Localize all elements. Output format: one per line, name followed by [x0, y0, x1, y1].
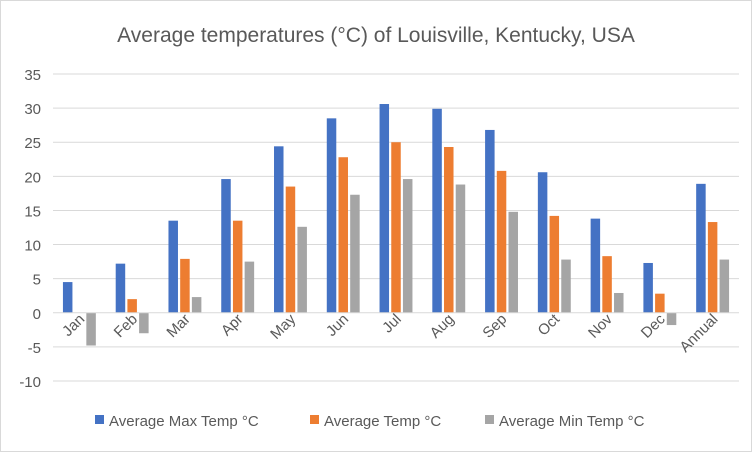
bar-annual-series-1 [696, 183, 706, 313]
y-tick-label: 35 [24, 67, 41, 84]
bar-sep-series-2 [496, 170, 507, 313]
x-tick-label: Mar [163, 311, 193, 341]
bar-nov-series-3 [614, 292, 624, 313]
legend: Average Max Temp °C Average Temp °C Averag… [95, 413, 645, 430]
bar-aug-series-1 [432, 108, 442, 313]
y-tick-label: 5 [33, 272, 41, 289]
x-tick-label: Jan [59, 311, 88, 340]
bar-nov-series-1 [590, 218, 601, 313]
bar-jun-series-2 [338, 157, 348, 313]
x-tick-label: Feb [111, 311, 141, 341]
bar-sep-series-3 [508, 211, 518, 313]
bar-may-series-3 [297, 226, 307, 313]
bar-jul-series-2 [391, 142, 401, 313]
legend-swatch [95, 415, 104, 424]
y-tick-label: 25 [24, 135, 41, 152]
y-tick-label: 30 [24, 101, 41, 118]
bar-jun-series-1 [326, 118, 337, 313]
y-tick-label: -10 [19, 374, 41, 391]
bar-oct-series-1 [537, 172, 548, 313]
bar-aug-series-3 [455, 184, 466, 313]
bar-jul-series-3 [402, 179, 413, 313]
y-tick-label: 0 [33, 306, 41, 323]
bar-mar-series-3 [191, 297, 202, 313]
legend-label: Average Min Temp °C [499, 413, 645, 430]
bar-mar-series-2 [180, 258, 190, 313]
legend-swatch [310, 415, 319, 424]
x-tick-label: Jun [323, 311, 352, 340]
x-tick-label: Jul [379, 311, 405, 337]
bar-feb-series-3 [139, 312, 149, 334]
legend-swatch [485, 415, 494, 424]
y-tick-label: -5 [28, 340, 41, 357]
bar-mar-series-1 [168, 220, 178, 313]
bar-aug-series-2 [444, 146, 454, 313]
y-tick-label: 20 [24, 169, 41, 186]
bar-annual-series-2 [707, 222, 718, 313]
x-tick-label: Nov [585, 310, 616, 341]
bar-may-series-1 [274, 146, 284, 313]
legend-label: Average Temp °C [324, 413, 441, 430]
bar-feb-series-2 [127, 299, 137, 313]
bar-sep-series-1 [485, 129, 495, 313]
bar-jan-series-1 [62, 282, 73, 313]
bar-jan-series-3 [86, 312, 96, 346]
bar-oct-series-3 [561, 259, 571, 313]
bar-may-series-2 [285, 186, 296, 313]
bar-apr-series-1 [221, 179, 231, 313]
bar-jun-series-3 [350, 194, 360, 313]
bar-feb-series-1 [115, 263, 126, 313]
x-tick-label: Apr [218, 311, 247, 340]
bar-dec-series-2 [655, 293, 665, 313]
x-tick-label: Oct [535, 310, 564, 339]
bar-dec-series-1 [643, 262, 653, 313]
bar-oct-series-2 [549, 215, 560, 313]
y-axis-tick-labels: -10 -5 0 5 10 15 20 25 30 35 [19, 67, 41, 391]
bars [62, 104, 730, 346]
bar-dec-series-3 [666, 312, 677, 326]
chart-title: Average temperatures (°C) of Louisville,… [117, 24, 635, 47]
x-tick-label: Sep [479, 311, 510, 342]
x-tick-label: Dec [638, 310, 669, 341]
bar-apr-series-3 [244, 261, 255, 313]
y-tick-label: 15 [24, 203, 41, 220]
y-tick-label: 10 [24, 238, 41, 255]
x-tick-label: Aug [427, 311, 458, 342]
bar-jul-series-1 [379, 104, 390, 313]
x-tick-label: Annual [676, 311, 721, 356]
legend-label: Average Max Temp °C [109, 413, 259, 430]
bar-apr-series-2 [232, 220, 243, 313]
bar-nov-series-2 [602, 256, 612, 313]
bar-annual-series-3 [719, 259, 730, 313]
x-tick-label: May [267, 310, 299, 342]
x-axis-tick-labels: Jan Feb Mar Apr May Jun Jul Aug Sep Oct Nov Dec Annu… [59, 310, 721, 356]
